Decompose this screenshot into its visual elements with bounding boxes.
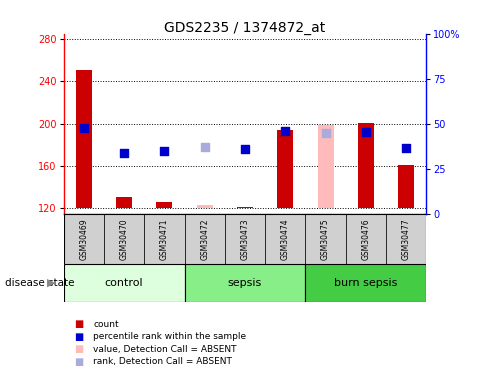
Point bbox=[241, 146, 249, 152]
Text: value, Detection Call = ABSENT: value, Detection Call = ABSENT bbox=[93, 345, 237, 354]
Bar bbox=[358, 123, 374, 208]
Bar bbox=[64, 214, 104, 264]
Bar bbox=[398, 165, 414, 209]
Bar bbox=[196, 205, 213, 209]
Text: GSM30473: GSM30473 bbox=[241, 218, 249, 260]
Text: sepsis: sepsis bbox=[228, 278, 262, 288]
Bar bbox=[386, 214, 426, 264]
Point bbox=[120, 150, 128, 156]
Bar bbox=[318, 125, 334, 208]
Bar bbox=[144, 214, 185, 264]
Text: GSM30475: GSM30475 bbox=[321, 218, 330, 260]
Text: GSM30470: GSM30470 bbox=[120, 218, 129, 260]
Text: ■: ■ bbox=[74, 357, 83, 366]
Text: ■: ■ bbox=[74, 320, 83, 329]
Point bbox=[161, 148, 169, 154]
Point bbox=[281, 128, 289, 134]
Text: rank, Detection Call = ABSENT: rank, Detection Call = ABSENT bbox=[93, 357, 232, 366]
Text: count: count bbox=[93, 320, 119, 329]
Bar bbox=[185, 264, 305, 302]
Bar bbox=[346, 214, 386, 264]
Text: GSM30474: GSM30474 bbox=[281, 218, 290, 260]
Text: GSM30472: GSM30472 bbox=[200, 218, 209, 260]
Bar bbox=[265, 214, 305, 264]
Text: GSM30471: GSM30471 bbox=[160, 218, 169, 260]
Bar bbox=[104, 214, 144, 264]
Text: disease state: disease state bbox=[5, 278, 74, 288]
Text: control: control bbox=[105, 278, 144, 288]
Text: GSM30477: GSM30477 bbox=[402, 218, 411, 260]
Bar bbox=[156, 202, 172, 208]
Bar bbox=[305, 264, 426, 302]
Bar bbox=[277, 130, 294, 209]
Text: ■: ■ bbox=[74, 344, 83, 354]
Text: percentile rank within the sample: percentile rank within the sample bbox=[93, 332, 246, 341]
Text: GSM30476: GSM30476 bbox=[361, 218, 370, 260]
Bar bbox=[116, 197, 132, 208]
Point bbox=[201, 144, 209, 150]
Bar bbox=[237, 207, 253, 209]
Text: burn sepsis: burn sepsis bbox=[334, 278, 397, 288]
Point bbox=[321, 130, 329, 136]
Bar bbox=[76, 70, 92, 209]
Text: GSM30469: GSM30469 bbox=[79, 218, 88, 260]
Text: GDS2235 / 1374872_at: GDS2235 / 1374872_at bbox=[164, 21, 326, 34]
Bar bbox=[185, 214, 225, 264]
Point bbox=[362, 129, 370, 135]
Text: ▶: ▶ bbox=[47, 278, 56, 288]
Bar bbox=[225, 214, 265, 264]
Point bbox=[80, 125, 88, 131]
Point bbox=[402, 145, 410, 151]
Bar bbox=[64, 264, 185, 302]
Bar bbox=[305, 214, 346, 264]
Text: ■: ■ bbox=[74, 332, 83, 342]
